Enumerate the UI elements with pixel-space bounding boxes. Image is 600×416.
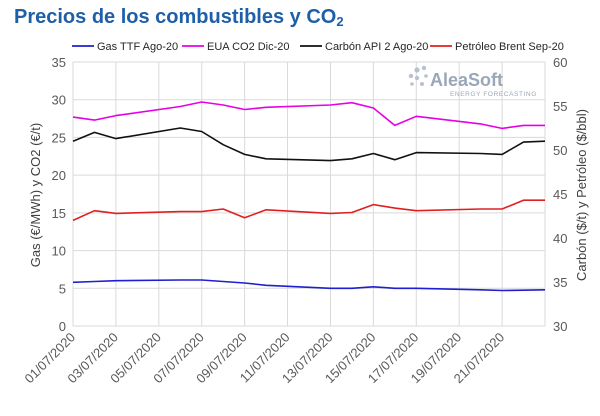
- y-axis-right-label: Carbón ($/t) y Petróleo ($/bbl): [574, 109, 589, 281]
- legend: Gas TTF Ago-20 EUA CO2 Dic-20 Carbón API 2…: [72, 41, 564, 53]
- x-axis-ticks: 01/07/202003/07/202005/07/202007/07/2020…: [21, 330, 507, 387]
- y-left-tick-label: 0: [59, 319, 66, 334]
- y-right-tick-label: 35: [553, 275, 567, 290]
- y-left-tick-label: 20: [52, 168, 66, 183]
- logo-brand: AleaSoft: [430, 70, 503, 90]
- logo-dot: [424, 74, 428, 78]
- legend-label-gas-ttf-ago-20: Gas TTF Ago-20: [97, 41, 178, 53]
- logo-dot: [414, 67, 420, 73]
- logo-dot: [421, 65, 427, 71]
- series-line-eua-co2-dic-20: [72, 101, 545, 130]
- y-left-tick-label: 35: [52, 55, 66, 70]
- legend-label-carb-n-api-2-ago-20: Carbón API 2 Ago-20: [325, 41, 428, 53]
- y-left-tick-label: 25: [52, 130, 66, 145]
- y-right-tick-label: 40: [553, 231, 567, 246]
- y-right-tick-label: 55: [553, 99, 567, 114]
- y-left-tick-label: 15: [52, 206, 66, 221]
- grid-lines: [72, 61, 546, 327]
- y-axis-left-label: Gas (€/MWh) y CO2 (€/t): [28, 123, 43, 267]
- y-right-tick-label: 30: [553, 319, 567, 334]
- logo-dot: [410, 82, 414, 86]
- series-lines: [72, 101, 546, 292]
- legend-label-petr-leo-brent-sep-20: Petróleo Brent Sep-20: [455, 41, 564, 53]
- aleasoft-logo: AleaSoft ENERGY FORECASTING: [408, 65, 537, 98]
- y-left-tick-label: 10: [52, 244, 66, 259]
- series-line-carb-n-api-2-ago-20: [72, 127, 546, 162]
- left-axis-ticks: 0 5 10 15 20 25 30 35: [52, 55, 66, 334]
- logo-dots-icon: [408, 65, 428, 86]
- chart-title: Precios de los combustibles y CO2: [14, 6, 344, 29]
- y-left-tick-label: 5: [59, 281, 66, 296]
- right-axis-ticks: 30 35 40 45 50 55 60: [553, 55, 567, 334]
- logo-tagline: ENERGY FORECASTING: [450, 91, 537, 98]
- series-line-gas-ttf-ago-20: [72, 279, 546, 292]
- y-right-tick-label: 45: [553, 187, 567, 202]
- legend-label-eua-co2-dic-20: EUA CO2 Dic-20: [207, 41, 290, 53]
- logo-dot: [420, 82, 424, 86]
- y-right-tick-label: 60: [553, 55, 567, 70]
- logo-dot: [414, 75, 420, 81]
- logo-dot: [408, 73, 414, 79]
- series-line-petr-leo-brent-sep-20: [72, 199, 545, 222]
- y-left-tick-label: 30: [52, 93, 66, 108]
- y-right-tick-label: 50: [553, 143, 567, 158]
